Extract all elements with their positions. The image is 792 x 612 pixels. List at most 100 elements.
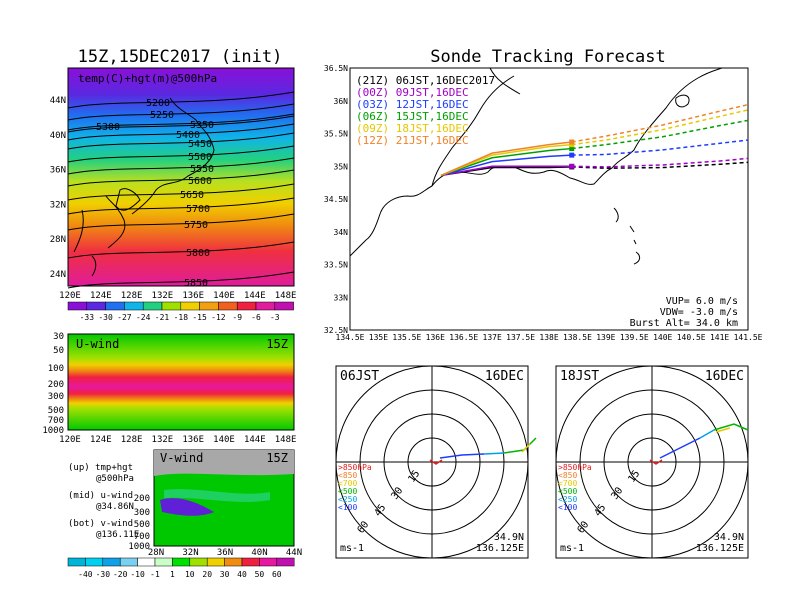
legend-entry: (09Z) 18JST,16DEC [356, 122, 469, 135]
lon-tick-label: 139.5E [620, 333, 649, 342]
right-lat-ticks: 36.5N 36N 35.5N 35N 34.5N 34N 33.5N 33N 32.5N [324, 64, 348, 335]
lat-tick-label: 36.5N [324, 64, 348, 73]
colorbar-swatch [137, 557, 156, 567]
colorbar-swatch [67, 557, 86, 567]
right-title: Sonde Tracking Forecast [430, 47, 665, 67]
colorbar-label: -20 [113, 570, 128, 579]
colorbar-swatch [241, 557, 260, 567]
lat-tick: 36N [217, 548, 233, 558]
note-line: (mid) u-wind [68, 491, 133, 501]
contour-line [67, 213, 295, 231]
colorbar-swatch [189, 557, 208, 567]
colorbar-label: 30 [220, 570, 230, 579]
pressure-legend: <250 [558, 495, 577, 504]
hodograph-trace [649, 459, 663, 465]
contour-label: 5400 [176, 130, 200, 141]
uwind-lon-tick: 124E [90, 435, 112, 445]
lon-tick-label: 140.5E [677, 333, 706, 342]
pressure-tick: 50 [53, 346, 64, 356]
japan-coastline [73, 97, 215, 277]
lon-tick-label: 144E [244, 291, 266, 301]
lon-tick-label: 120E [59, 291, 81, 301]
pressure-legend: <100 [558, 503, 577, 512]
contour-label: 5800 [186, 248, 210, 259]
colorbar-swatch [274, 301, 294, 311]
height-contours [67, 91, 295, 289]
uwind-time: 15Z [266, 337, 288, 351]
burst-marker [569, 163, 575, 169]
hodograph-trace [521, 443, 531, 453]
pressure-tick: 100 [48, 364, 64, 374]
contour-line [67, 169, 295, 187]
lon-tick-label: 140E [653, 333, 672, 342]
coastline [349, 67, 723, 257]
lat-tick-label: 34N [334, 228, 349, 237]
colorbar-label: -10 [130, 570, 145, 579]
contour-line [67, 132, 295, 150]
colorbar-swatch [206, 557, 225, 567]
lon-tick-label: 138.5E [563, 333, 592, 342]
colorbar-label: 1 [170, 570, 175, 579]
colorbar-swatch [199, 301, 219, 311]
colorbar-label: -33 [80, 313, 95, 322]
lon-tick-label: 135E [369, 333, 388, 342]
wind-colorbar-labels: -40 -30 -20 -10 -1 1 10 20 30 40 50 60 [78, 570, 282, 579]
uwind-lon-tick: 128E [121, 435, 143, 445]
temp-height-map [67, 67, 295, 287]
lon-tick-label: 132E [152, 291, 174, 301]
lon-tick-label: 141.5E [734, 333, 763, 342]
contour-label: 5500 [188, 152, 212, 163]
lat-tick-label: 32.5N [324, 326, 348, 335]
colorbar-label: 50 [255, 570, 265, 579]
uwind-lon-tick: 148E [275, 435, 297, 445]
legend-entry: (06Z) 15JST,16DEC [356, 110, 469, 123]
polar-unit: ms-1 [560, 543, 584, 554]
lon-tick-label: 148E [275, 291, 297, 301]
lat-tick-label: 33N [334, 293, 349, 302]
colorbar-label: -40 [78, 570, 93, 579]
uwind-lon-tick: 144E [244, 435, 266, 445]
pressure-tick: 1000 [128, 542, 150, 552]
colorbar-label: -24 [136, 313, 151, 322]
lon-tick-label: 139E [596, 333, 615, 342]
polar-lon: 136.125E [476, 543, 524, 554]
vwind-band [164, 489, 270, 502]
lon-tick-label: 137.5E [506, 333, 535, 342]
pressure-legend: <700 [558, 479, 577, 488]
contour-label: 5550 [190, 164, 214, 175]
pressure-tick: 200 [48, 380, 64, 390]
uwind-lon-ticks: 120E 124E 128E 132E 136E 140E 144E 148E [59, 435, 296, 445]
lat-tick: 44N [286, 548, 302, 558]
burst-marker [569, 142, 575, 148]
colorbar-label: -15 [192, 313, 207, 322]
contour-line [67, 145, 295, 163]
colorbar-label: -12 [211, 313, 226, 322]
contour-line [67, 241, 295, 259]
map-label: temp(C)+hgt(m)@500hPa [78, 72, 217, 85]
colorbar-label: -30 [96, 570, 111, 579]
colorbar-swatch [154, 557, 173, 567]
colorbar-swatch [224, 557, 243, 567]
lon-tick-label: 140E [213, 291, 235, 301]
pressure-tick: 500 [134, 520, 150, 530]
colorbar-swatch [180, 301, 200, 311]
vwind-time: 15Z [266, 451, 288, 465]
legend-entry: (21Z) 06JST,16DEC2017 [356, 74, 495, 87]
pressure-legend: <500 [558, 487, 577, 496]
param-line: Burst Alt= 34.0 km [630, 318, 738, 329]
track-solid [440, 147, 572, 177]
contour-label: 5450 [188, 139, 212, 150]
legend-entry: (03Z) 12JST,16DEC [356, 98, 469, 111]
lat-tick-label: 28N [50, 235, 66, 245]
colorbar-swatch [102, 557, 121, 567]
pressure-tick: 300 [134, 508, 150, 518]
wind-colorbar [67, 557, 295, 567]
colorbar-swatch [218, 301, 238, 311]
colorbar-swatch [142, 301, 163, 311]
hodograph-trace [699, 429, 715, 439]
